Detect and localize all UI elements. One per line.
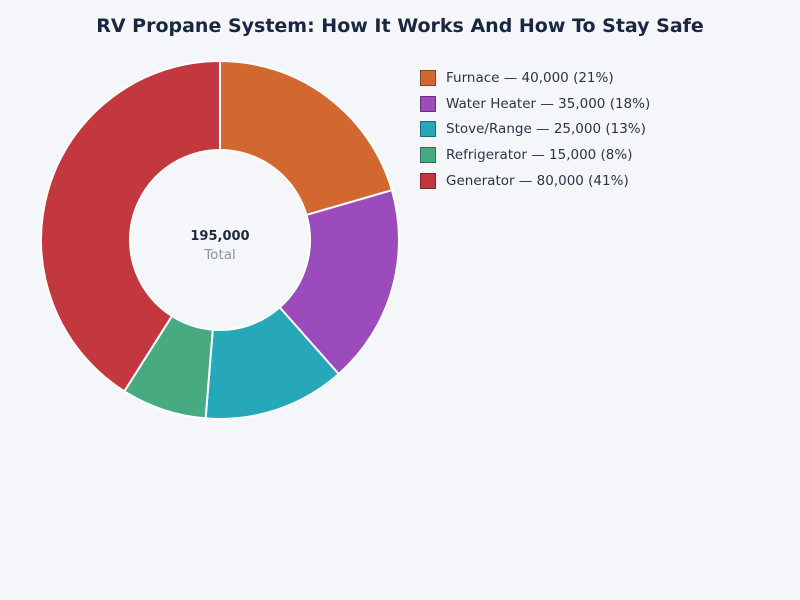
legend-swatch — [420, 95, 436, 112]
legend-label: Refrigerator — 15,000 (8%) — [446, 147, 633, 164]
legend-swatch — [420, 172, 436, 189]
donut-slices — [40, 59, 400, 420]
center-caption: Total — [203, 247, 236, 263]
slice-water-heater — [278, 188, 400, 376]
center-total: 195,000 — [190, 229, 249, 244]
legend-label: Generator — 80,000 (41%) — [446, 172, 629, 189]
slice-generator — [40, 59, 221, 393]
legend-label: Water Heater — 35,000 (18%) — [446, 95, 651, 112]
slice-furnace — [219, 59, 394, 217]
legend-item: Water Heater — 35,000 (18%) — [420, 95, 650, 113]
legend-swatch — [420, 70, 436, 86]
legend-swatch — [420, 121, 436, 138]
legend-item: Stove/Range — 25,000 (13%) — [420, 120, 650, 138]
legend-item: Refrigerator — 15,000 (8%) — [420, 146, 650, 164]
chart-legend: Furnace — 40,000 (21%) Water Heater — 35,… — [420, 69, 650, 197]
legend-item: Generator — 80,000 (41%) — [420, 172, 650, 190]
legend-label: Furnace — 40,000 (21%) — [446, 70, 614, 86]
legend-swatch — [420, 147, 436, 164]
legend-label: Stove/Range — 25,000 (13%) — [446, 121, 646, 138]
chart-title: RV Propane System: How It Works And How … — [96, 15, 704, 37]
legend-item: Furnace — 40,000 (21%) — [420, 69, 650, 87]
